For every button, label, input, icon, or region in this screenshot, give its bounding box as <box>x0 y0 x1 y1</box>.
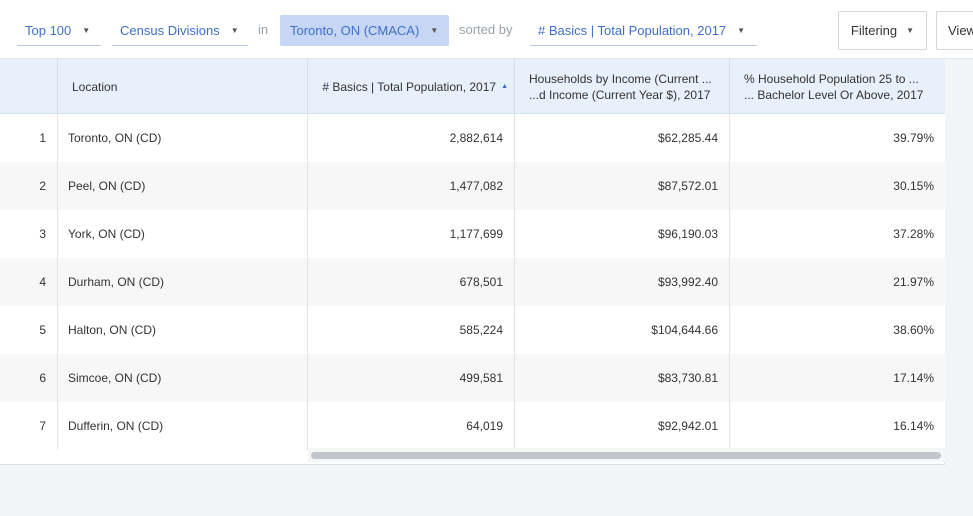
location-header-label: Location <box>72 79 118 94</box>
rank-cell: 4 <box>0 258 58 306</box>
bachelor-column-header[interactable]: % Household Population 25 to ... ... Bac… <box>730 59 945 114</box>
location-cell: Dufferin, ON (CD) <box>58 402 308 450</box>
population-cell: 64,019 <box>308 402 515 450</box>
income-header-line-2: ...d Income (Current Year $), 2017 <box>529 87 711 102</box>
income-cell: $87,572.01 <box>515 162 730 210</box>
population-column-header[interactable]: # Basics | Total Population, 2017 ▲ <box>308 59 515 114</box>
location-cell: Durham, ON (CD) <box>58 258 308 306</box>
caret-down-icon: ▼ <box>906 26 915 35</box>
filtering-button[interactable]: Filtering ▼ <box>838 11 927 50</box>
limit-dropdown[interactable]: Top 100 ▼ <box>17 16 101 46</box>
population-cell: 678,501 <box>308 258 515 306</box>
population-cell: 1,477,082 <box>308 162 515 210</box>
income-header-line-1: Households by Income (Current ... <box>529 71 712 86</box>
bachelor-cell: 21.97% <box>893 275 934 289</box>
caret-down-icon: ▼ <box>430 26 439 35</box>
location-cell: York, ON (CD) <box>58 210 308 258</box>
horizontal-scrollbar[interactable] <box>308 448 945 462</box>
horizontal-scrollbar-thumb[interactable] <box>311 452 941 459</box>
caret-down-icon: ▼ <box>737 26 746 35</box>
income-cell: $62,285.44 <box>515 114 730 162</box>
bachelor-cell: 39.79% <box>893 131 934 145</box>
results-table: Location # Basics | Total Population, 20… <box>0 59 945 465</box>
income-cell: $104,644.66 <box>515 306 730 354</box>
sort-ascending-icon: ▲ <box>501 82 508 90</box>
rank-cell: 5 <box>0 306 58 354</box>
bachelor-cell: 37.28% <box>893 227 934 241</box>
table-row[interactable]: 1 Toronto, ON (CD) 2,882,614 $62,285.44 … <box>0 114 945 162</box>
bachelor-cell: 38.60% <box>893 323 934 337</box>
rank-cell: 6 <box>0 354 58 402</box>
rank-cell: 3 <box>0 210 58 258</box>
population-cell: 1,177,699 <box>308 210 515 258</box>
location-cell: Peel, ON (CD) <box>58 162 308 210</box>
income-cell: $96,190.03 <box>515 210 730 258</box>
bachelor-cell: 17.14% <box>893 371 934 385</box>
table-row[interactable]: 7 Dufferin, ON (CD) 64,019 $92,942.01 16… <box>0 402 945 450</box>
bachelor-header-line-2: ... Bachelor Level Or Above, 2017 <box>744 87 924 102</box>
region-dropdown-label: Toronto, ON (CMACA) <box>290 23 420 38</box>
rank-column-header <box>0 59 58 114</box>
region-dropdown[interactable]: Toronto, ON (CMACA) ▼ <box>280 15 449 46</box>
table-row[interactable]: 3 York, ON (CD) 1,177,699 $96,190.03 37.… <box>0 210 945 258</box>
table-row[interactable]: 2 Peel, ON (CD) 1,477,082 $87,572.01 30.… <box>0 162 945 210</box>
location-cell: Toronto, ON (CD) <box>58 114 308 162</box>
table-row[interactable]: 6 Simcoe, ON (CD) 499,581 $83,730.81 17.… <box>0 354 945 402</box>
geography-dropdown-label: Census Divisions <box>120 23 220 38</box>
geography-dropdown[interactable]: Census Divisions ▼ <box>112 16 248 46</box>
rank-cell: 7 <box>0 402 58 450</box>
query-toolbar: Top 100 ▼ Census Divisions ▼ in Toronto,… <box>0 0 973 59</box>
limit-dropdown-label: Top 100 <box>25 23 72 38</box>
location-cell: Simcoe, ON (CD) <box>58 354 308 402</box>
bachelor-cell: 30.15% <box>893 179 934 193</box>
filtering-button-label: Filtering <box>850 23 898 38</box>
population-cell: 499,581 <box>308 354 515 402</box>
caret-down-icon: ▼ <box>82 26 91 35</box>
location-column-header[interactable]: Location <box>58 59 308 114</box>
caret-down-icon: ▼ <box>230 26 239 35</box>
in-connector-text: in <box>258 22 269 37</box>
table-body: 1 Toronto, ON (CD) 2,882,614 $62,285.44 … <box>0 114 945 450</box>
bachelor-cell: 16.14% <box>893 419 934 433</box>
table-row[interactable]: 4 Durham, ON (CD) 678,501 $93,992.40 21.… <box>0 258 945 306</box>
sorted-by-connector-text: sorted by <box>459 22 513 37</box>
sort-field-dropdown-label: # Basics | Total Population, 2017 <box>538 23 727 38</box>
table-row[interactable]: 5 Halton, ON (CD) 585,224 $104,644.66 38… <box>0 306 945 354</box>
population-cell: 2,882,614 <box>308 114 515 162</box>
income-cell: $83,730.81 <box>515 354 730 402</box>
population-cell: 585,224 <box>308 306 515 354</box>
income-column-header[interactable]: Households by Income (Current ... ...d I… <box>515 59 730 114</box>
sort-field-dropdown[interactable]: # Basics | Total Population, 2017 ▼ <box>530 16 757 46</box>
rank-cell: 2 <box>0 162 58 210</box>
location-cell: Halton, ON (CD) <box>58 306 308 354</box>
rank-cell: 1 <box>0 114 58 162</box>
view-button-label: View <box>948 23 973 38</box>
income-cell: $92,942.01 <box>515 402 730 450</box>
income-cell: $93,992.40 <box>515 258 730 306</box>
bachelor-header-line-1: % Household Population 25 to ... <box>744 71 919 86</box>
population-header-label: # Basics | Total Population, 2017 <box>322 79 497 94</box>
view-button[interactable]: View <box>936 11 973 50</box>
table-header-row: Location # Basics | Total Population, 20… <box>0 59 945 114</box>
